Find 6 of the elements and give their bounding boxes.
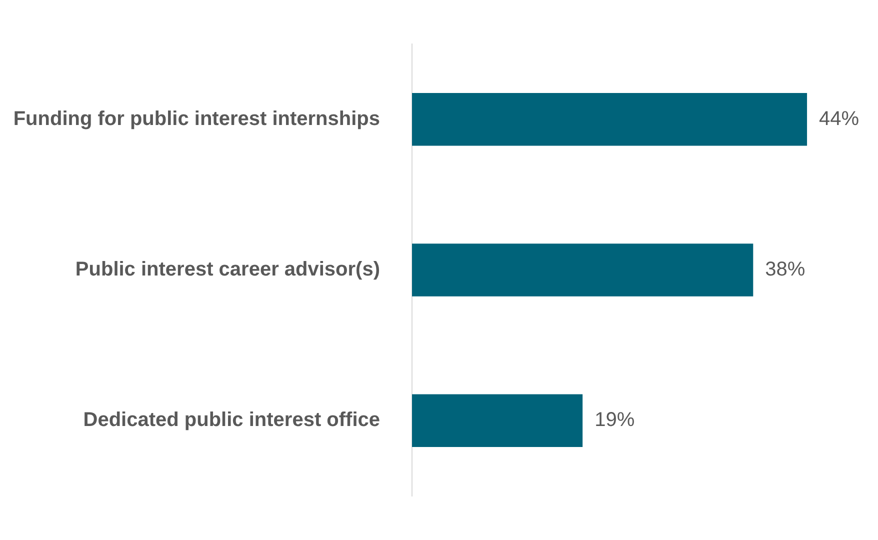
- data-label: 44%: [819, 108, 860, 130]
- y-tick-label: Funding for public interest internships: [13, 108, 380, 130]
- data-label: 19%: [594, 409, 635, 432]
- y-tick-label: Public interest career advisor(s): [75, 258, 380, 281]
- y-tick-label: Dedicated public interest office: [83, 409, 380, 432]
- data-label: 38%: [765, 258, 806, 281]
